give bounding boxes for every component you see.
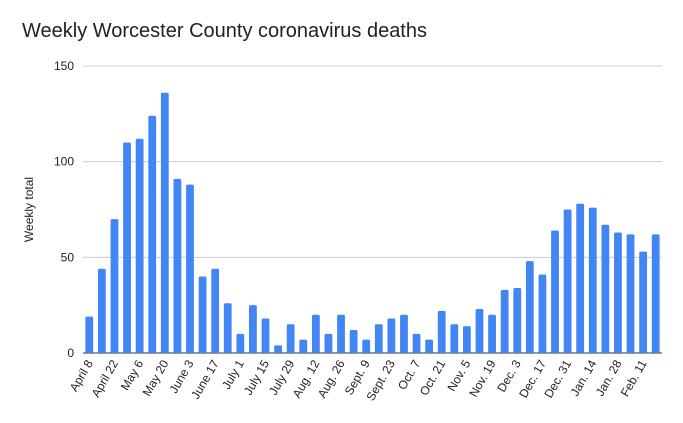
bar-aug-19 bbox=[324, 333, 333, 353]
bar-dec-10 bbox=[525, 261, 534, 353]
bar-oct-28 bbox=[450, 324, 459, 353]
bar-july-15 bbox=[261, 318, 270, 353]
bar-june-3 bbox=[186, 184, 194, 353]
bar-oct-7 bbox=[412, 333, 421, 353]
bar-sept-2 bbox=[349, 330, 358, 353]
bar-feb-4 bbox=[626, 234, 635, 353]
bar-sept-23 bbox=[387, 318, 396, 353]
bar-aug-12 bbox=[311, 314, 320, 353]
bar-may-20 bbox=[160, 92, 169, 353]
bar-july-22 bbox=[274, 345, 282, 353]
bar-july-29 bbox=[286, 324, 295, 353]
bar-april-15 bbox=[97, 268, 106, 353]
bar-nov-12 bbox=[475, 308, 484, 353]
bar-sept-9 bbox=[362, 339, 371, 353]
y-tick-label: 150 bbox=[54, 59, 74, 73]
bar-jan-21 bbox=[601, 224, 610, 353]
bar-nov-19 bbox=[488, 314, 496, 353]
bar-may-27 bbox=[173, 178, 182, 353]
bar-july-8 bbox=[249, 305, 257, 353]
bar-dec-31 bbox=[563, 209, 572, 353]
bar-dec-3 bbox=[513, 287, 522, 353]
y-axis-title: Weekly total bbox=[22, 177, 36, 242]
bar-june-10 bbox=[198, 276, 207, 353]
bar-sept-16 bbox=[374, 324, 383, 353]
bar-april-22 bbox=[110, 219, 119, 353]
y-tick-label: 0 bbox=[67, 346, 74, 360]
bar-april-29 bbox=[123, 142, 131, 353]
bar-aug-5 bbox=[299, 339, 308, 353]
bar-oct-14 bbox=[425, 339, 434, 353]
bar-may-13 bbox=[148, 115, 157, 353]
bar-may-6 bbox=[135, 138, 144, 353]
bar-dec-17 bbox=[538, 274, 547, 353]
bar-sept-30 bbox=[400, 314, 408, 353]
bar-jan-28 bbox=[614, 232, 622, 353]
bar-april-8 bbox=[85, 316, 94, 353]
bar-june-24 bbox=[223, 303, 232, 353]
bar-nov-26 bbox=[500, 289, 509, 353]
bar-feb-11 bbox=[639, 251, 648, 353]
chart-title: Weekly Worcester County coronavirus deat… bbox=[22, 20, 427, 42]
bar-jan-14 bbox=[588, 207, 597, 353]
bar-july-1 bbox=[236, 333, 245, 353]
bar-feb-18 bbox=[651, 234, 660, 353]
bar-aug-26 bbox=[337, 314, 345, 353]
y-tick-label: 50 bbox=[61, 250, 75, 264]
bar-nov-5 bbox=[463, 326, 471, 353]
bar-oct-21 bbox=[437, 310, 446, 353]
y-tick-label: 100 bbox=[54, 155, 74, 169]
bar-dec-24 bbox=[551, 230, 559, 353]
bar-jan-7 bbox=[576, 203, 585, 353]
bar-june-17 bbox=[211, 268, 220, 353]
x-tick-label: Oct. 21 bbox=[417, 357, 449, 398]
